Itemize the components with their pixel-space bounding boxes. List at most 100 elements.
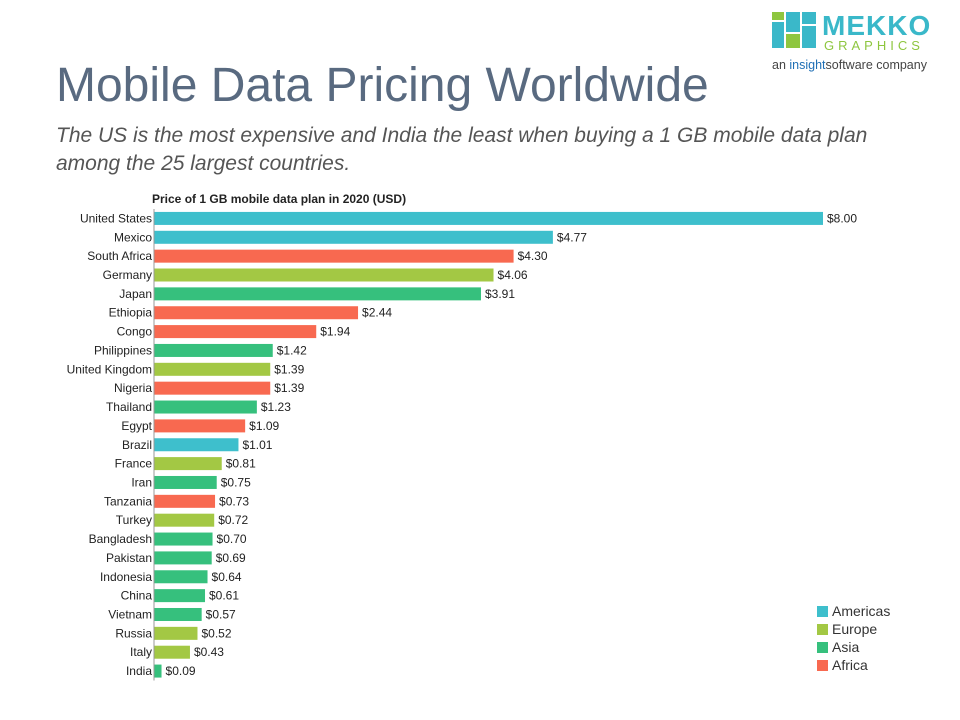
legend-label: Africa	[832, 657, 868, 673]
logo-tagline: an insightsoftware company	[772, 58, 927, 72]
bar	[154, 551, 212, 565]
chart-title: Price of 1 GB mobile data plan in 2020 (…	[152, 192, 406, 206]
legend-item: Africa	[817, 656, 890, 674]
data-label: $1.09	[249, 419, 279, 433]
category-label: Brazil	[122, 438, 152, 452]
legend-label: Europe	[832, 621, 878, 637]
data-label: $0.70	[217, 532, 247, 546]
data-label: $0.69	[216, 551, 246, 565]
category-label: Japan	[119, 287, 152, 301]
category-label: Tanzania	[104, 494, 152, 508]
data-label: $1.39	[274, 362, 304, 376]
category-label: China	[121, 589, 153, 603]
bar-chart: Price of 1 GB mobile data plan in 2020 (…	[67, 192, 857, 681]
data-label: $1.42	[277, 343, 307, 357]
category-label: United States	[80, 211, 152, 225]
legend-swatch	[817, 641, 828, 653]
category-label: Nigeria	[114, 381, 152, 395]
bar	[154, 607, 202, 621]
logo-subword: GRAPHICS	[824, 38, 924, 53]
data-label: $4.06	[498, 268, 528, 282]
logo-tag-prefix: an	[772, 58, 790, 72]
data-label: $0.61	[209, 589, 239, 603]
category-label: United Kingdom	[67, 362, 152, 376]
bar	[154, 589, 206, 603]
logo-tag-suffix: software company	[825, 58, 927, 72]
data-label: $0.73	[219, 494, 249, 508]
bar	[154, 438, 239, 452]
bar	[154, 362, 271, 376]
bar	[154, 400, 257, 414]
bar	[154, 325, 317, 339]
page-title: Mobile Data Pricing Worldwide	[56, 59, 709, 112]
bar	[154, 381, 271, 395]
legend-label: Americas	[832, 603, 891, 619]
data-label: $0.57	[206, 607, 236, 621]
legend-swatch	[817, 623, 828, 635]
data-label: $1.39	[274, 381, 304, 395]
bar	[154, 494, 216, 508]
category-label: Ethiopia	[109, 306, 153, 320]
legend-label: Asia	[832, 639, 860, 655]
category-label: Indonesia	[100, 570, 152, 584]
category-label: Egypt	[121, 419, 152, 433]
bar	[154, 457, 222, 471]
legend-item: Europe	[817, 620, 890, 638]
category-label: Germany	[103, 268, 152, 282]
bar	[154, 211, 823, 225]
logo-wordmark: MEKKO	[822, 10, 932, 41]
data-label: $0.52	[201, 626, 231, 640]
data-label: $0.09	[166, 664, 196, 678]
data-label: $4.30	[518, 249, 548, 263]
data-label: $3.91	[485, 287, 515, 301]
category-label: India	[126, 664, 152, 678]
bar	[154, 570, 208, 584]
category-label: South Africa	[87, 249, 152, 263]
page-subtitle: The US is the most expensive and India t…	[56, 124, 868, 175]
bar	[154, 287, 481, 301]
category-label: Mexico	[114, 230, 152, 244]
bar	[154, 513, 215, 527]
bar	[154, 626, 198, 640]
bar	[154, 475, 217, 489]
category-label: Vietnam	[108, 607, 152, 621]
data-label: $0.81	[226, 457, 256, 471]
data-label: $0.64	[212, 570, 242, 584]
bar	[154, 664, 162, 678]
data-label: $8.00	[827, 211, 857, 225]
legend-item: Asia	[817, 638, 890, 656]
data-label: $1.94	[320, 325, 350, 339]
bar	[154, 343, 273, 357]
legend-swatch	[817, 659, 828, 671]
category-label: Turkey	[116, 513, 152, 527]
category-label: Iran	[131, 475, 152, 489]
bar	[154, 268, 494, 282]
category-label: France	[115, 457, 153, 471]
bar	[154, 645, 190, 659]
data-label: $1.23	[261, 400, 291, 414]
data-label: $0.72	[218, 513, 248, 527]
category-label: Philippines	[94, 343, 152, 357]
category-label: Pakistan	[106, 551, 152, 565]
mekko-graphics-logo: MEKKO GRAPHICS an insightsoftware compan…	[772, 12, 947, 77]
logo-tag-insight: insight	[789, 58, 826, 72]
category-label: Italy	[130, 645, 152, 659]
data-label: $4.77	[557, 230, 587, 244]
category-label: Bangladesh	[89, 532, 152, 546]
data-label: $0.75	[221, 475, 251, 489]
bar	[154, 306, 359, 320]
bar	[154, 419, 246, 433]
category-label: Thailand	[106, 400, 152, 414]
data-label: $2.44	[362, 306, 392, 320]
data-label: $0.43	[194, 645, 224, 659]
bar	[154, 230, 553, 244]
bar	[154, 532, 213, 546]
data-label: $1.01	[242, 438, 272, 452]
legend-item: Americas	[817, 602, 890, 620]
category-label: Congo	[117, 325, 153, 339]
chart-legend: Americas Europe Asia Africa	[817, 602, 890, 674]
category-label: Russia	[115, 626, 152, 640]
legend-swatch	[817, 605, 828, 617]
mekko-logo-mark-icon	[772, 12, 816, 48]
bar	[154, 249, 514, 263]
